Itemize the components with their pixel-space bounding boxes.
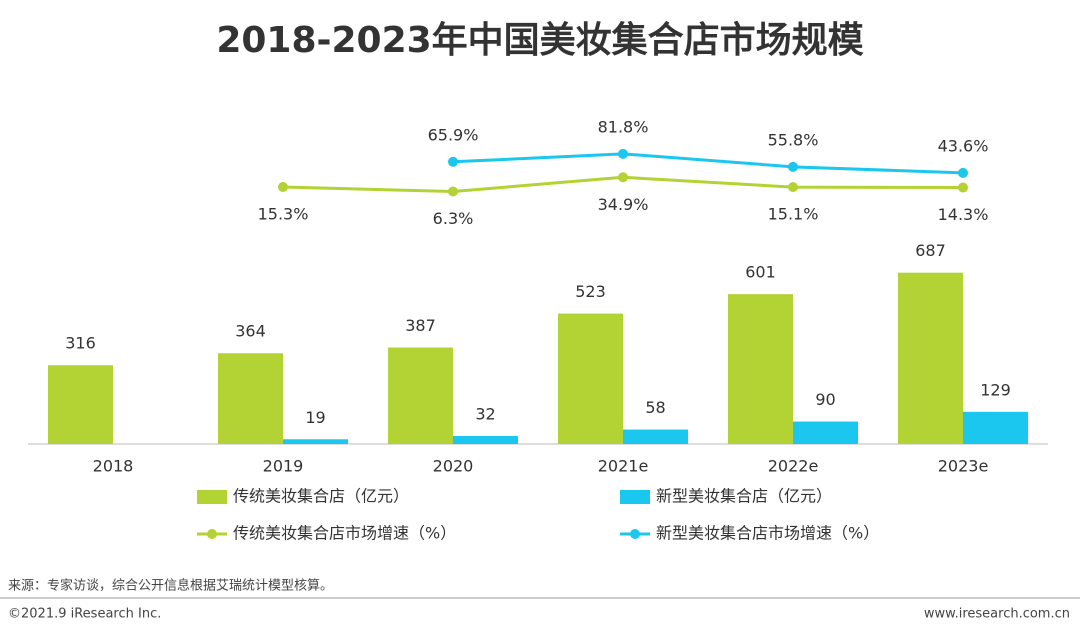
bar-value-label: 523	[575, 282, 606, 301]
line-point	[958, 167, 968, 178]
legend-swatch	[630, 529, 640, 539]
line-point	[618, 148, 628, 159]
line-value-label: 15.3%	[258, 205, 309, 224]
line-point	[958, 182, 968, 193]
line-value-label: 34.9%	[598, 195, 649, 214]
line-point	[618, 172, 628, 183]
line-point	[448, 156, 458, 167]
line-value-label: 43.6%	[938, 136, 989, 155]
line-value-label: 14.3%	[938, 205, 989, 224]
x-tick-label: 2020	[433, 457, 474, 476]
bar	[558, 313, 623, 444]
bar-value-label: 90	[815, 390, 835, 409]
legend-label: 传统美妆集合店（亿元）	[233, 487, 409, 506]
bar-value-label: 316	[65, 334, 96, 353]
bar	[388, 347, 453, 444]
line-value-label: 6.3%	[433, 209, 474, 228]
bar-value-label: 129	[980, 380, 1011, 399]
x-tick-label: 2021e	[598, 457, 649, 476]
bar-value-label: 364	[235, 322, 266, 341]
x-tick-label: 2022e	[768, 457, 819, 476]
line-point	[788, 161, 798, 172]
bar	[283, 439, 348, 444]
bar-value-label: 19	[305, 408, 325, 427]
legend-swatch	[620, 490, 650, 504]
bar	[48, 365, 113, 444]
bar	[793, 421, 858, 444]
x-tick-label: 2023e	[938, 457, 989, 476]
website: www.iresearch.com.cn	[924, 607, 1070, 622]
line-value-label: 81.8%	[598, 117, 649, 136]
x-tick-label: 2019	[263, 457, 304, 476]
bar	[963, 411, 1028, 444]
line-point	[788, 182, 798, 193]
bar-value-label: 387	[405, 316, 436, 335]
bar-value-label: 58	[645, 398, 665, 417]
bar	[623, 429, 688, 444]
line	[452, 152, 964, 175]
line-point	[448, 186, 458, 197]
legend-swatch	[197, 490, 227, 504]
legend-swatch	[207, 529, 217, 539]
chart-title: 2018-2023年中国美妆集合店市场规模	[216, 20, 863, 61]
legend-label: 传统美妆集合店市场增速（%）	[233, 524, 456, 543]
legend-label: 新型美妆集合店市场增速（%）	[656, 524, 879, 543]
bar-value-label: 601	[745, 263, 776, 282]
line-point	[278, 182, 288, 193]
copyright: ©2021.9 iResearch Inc.	[8, 607, 161, 622]
bar-value-label: 32	[475, 405, 495, 424]
line-value-label: 55.8%	[768, 130, 819, 149]
legend-label: 新型美妆集合店（亿元）	[656, 487, 832, 506]
bar	[898, 272, 963, 444]
x-tick-label: 2018	[93, 457, 134, 476]
bar	[218, 353, 283, 444]
source-note: 来源：专家访谈，综合公开信息根据艾瑞统计模型核算。	[8, 578, 333, 594]
line-value-label: 15.1%	[768, 205, 819, 224]
line-value-label: 65.9%	[428, 125, 479, 144]
bar-value-label: 687	[915, 241, 946, 260]
bar	[453, 436, 518, 444]
bar	[728, 294, 793, 444]
